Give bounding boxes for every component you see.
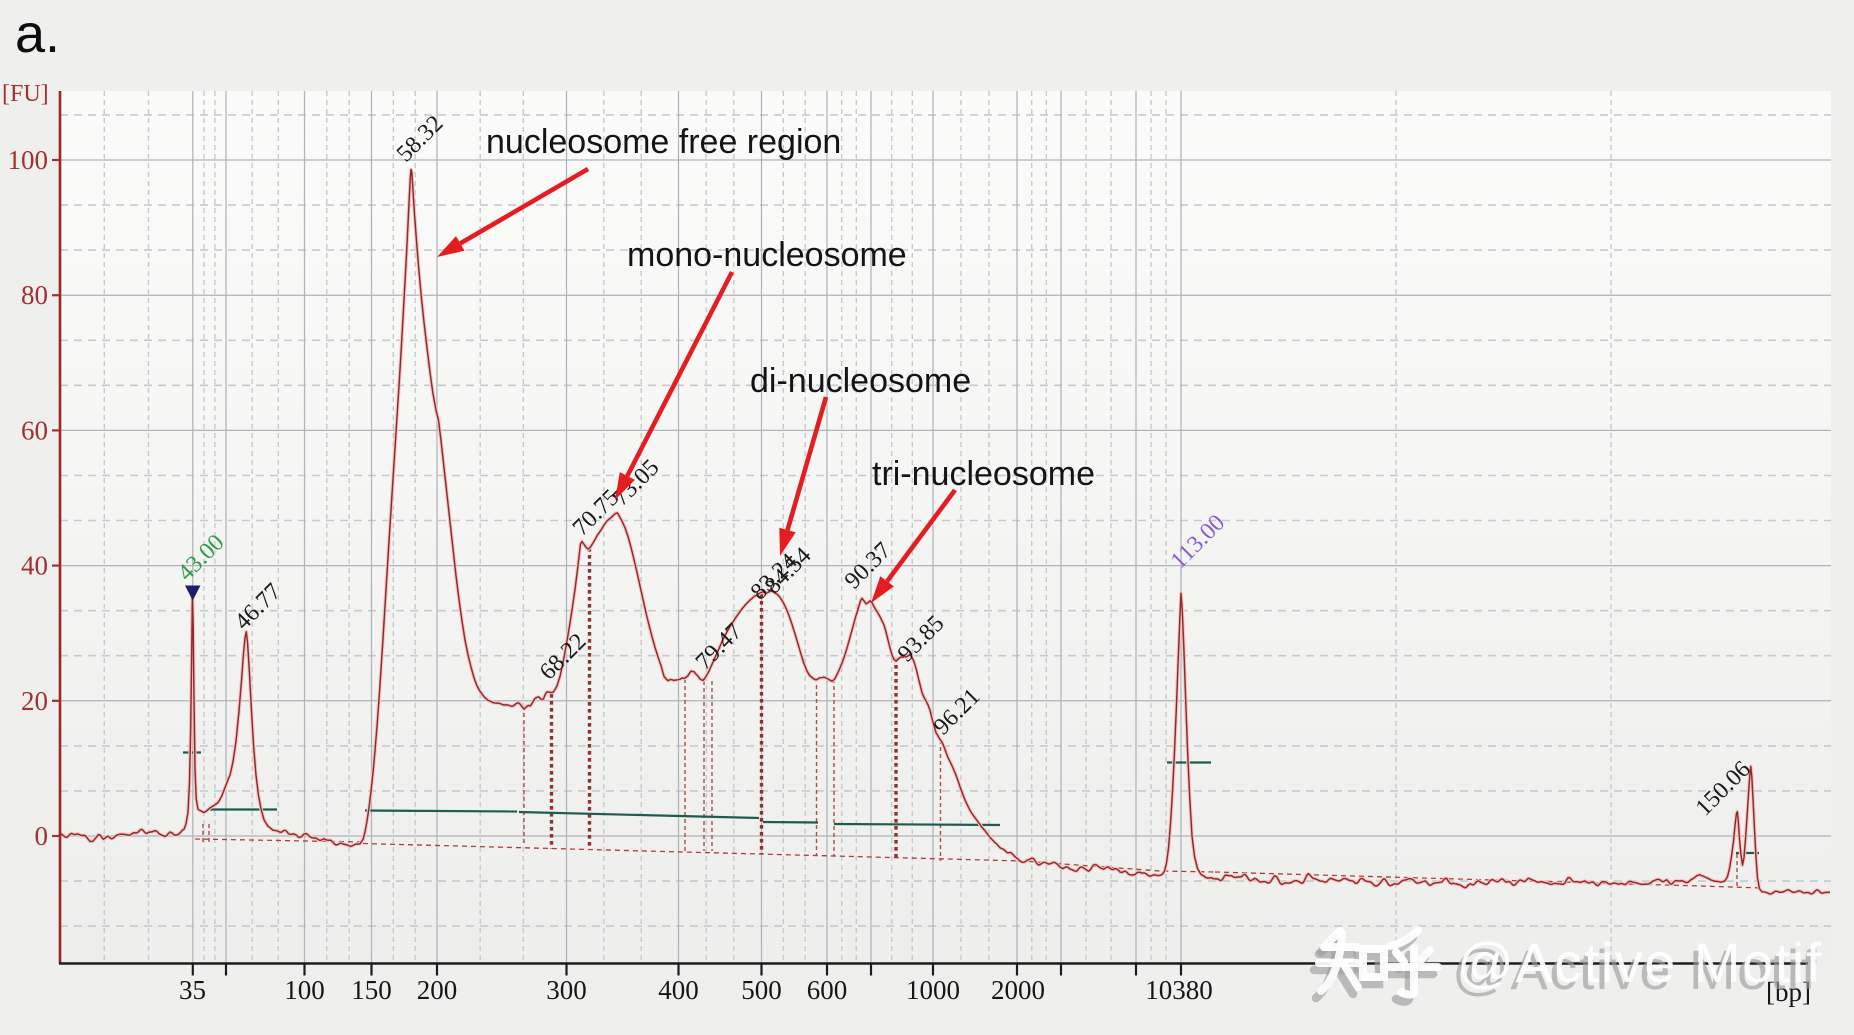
svg-text:2000: 2000 — [991, 975, 1045, 1005]
svg-text:tri-nucleosome: tri-nucleosome — [872, 455, 1095, 493]
svg-text:80: 80 — [21, 280, 48, 310]
svg-text:35: 35 — [179, 975, 206, 1005]
svg-text:400: 400 — [658, 975, 699, 1005]
svg-text:150: 150 — [351, 975, 392, 1005]
svg-text:nucleosome free region: nucleosome free region — [486, 123, 841, 161]
svg-text:20: 20 — [21, 686, 48, 716]
svg-text:[FU]: [FU] — [2, 81, 49, 107]
svg-text:100: 100 — [284, 975, 325, 1005]
svg-text:10380: 10380 — [1145, 975, 1213, 1005]
svg-text:mono-nucleosome: mono-nucleosome — [627, 236, 907, 274]
svg-text:200: 200 — [417, 975, 458, 1005]
svg-text:0: 0 — [35, 821, 49, 851]
svg-text:di-nucleosome: di-nucleosome — [750, 362, 971, 400]
svg-text:500: 500 — [741, 975, 782, 1005]
svg-text:60: 60 — [21, 415, 48, 445]
svg-text:@Active Motif: @Active Motif — [1457, 931, 1823, 994]
svg-text:a.: a. — [15, 4, 60, 64]
svg-text:600: 600 — [807, 975, 848, 1005]
svg-text:100: 100 — [8, 145, 49, 175]
svg-text:[bp]: [bp] — [1766, 977, 1811, 1007]
svg-text:@Active Motif: @Active Motif — [1452, 938, 1818, 1001]
svg-text:40: 40 — [21, 551, 48, 581]
svg-text:300: 300 — [546, 975, 587, 1005]
svg-text:1000: 1000 — [906, 975, 960, 1005]
